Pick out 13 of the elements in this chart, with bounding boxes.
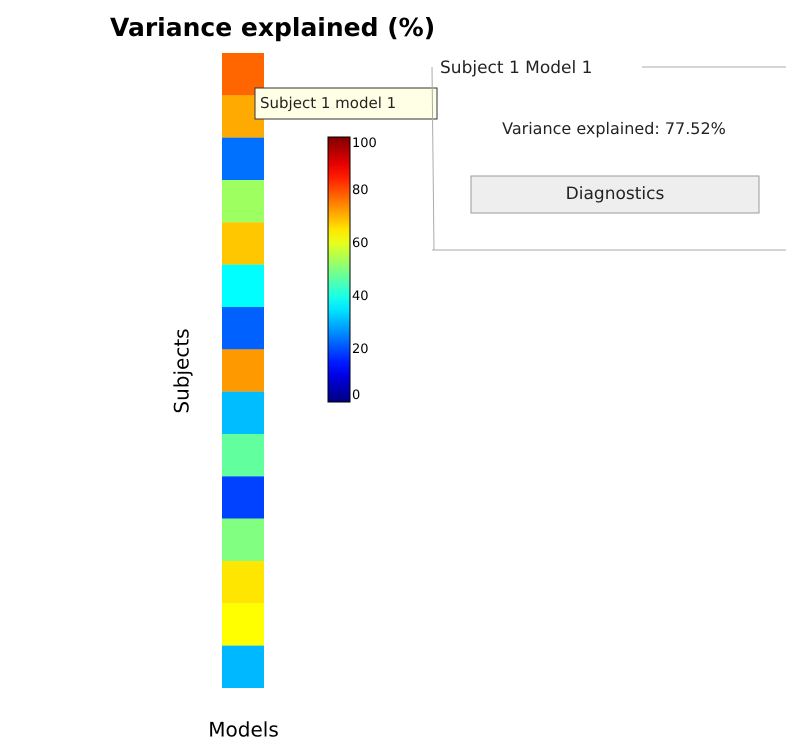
annotation: Subject 1 model 1 bbox=[260, 94, 396, 112]
color-bar-label: 20 bbox=[352, 342, 369, 357]
color-bar-label: 80 bbox=[352, 183, 369, 198]
text: Subject 1 Model 1 bbox=[440, 58, 592, 78]
color-bar-label: 60 bbox=[352, 236, 369, 251]
color-bar-label: 0 bbox=[352, 388, 360, 403]
text: Diagnostics bbox=[566, 184, 664, 204]
color-bar-label: 40 bbox=[352, 289, 369, 304]
y-axis-title: Subjects bbox=[170, 328, 194, 414]
text: Variance explained: 77.52% bbox=[502, 119, 726, 138]
x-axis-title: Models bbox=[208, 718, 279, 742]
color-bar-label: 100 bbox=[352, 136, 377, 151]
chart-title: Variance explained (%) bbox=[110, 13, 436, 42]
